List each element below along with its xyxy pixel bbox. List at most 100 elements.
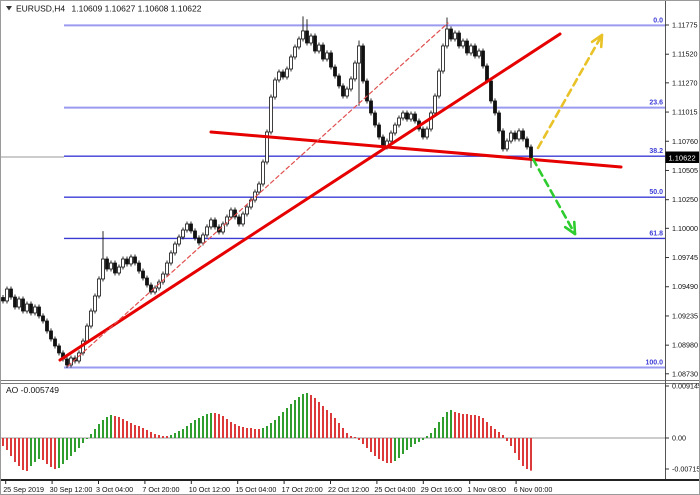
ao-bar <box>430 433 432 438</box>
ao-bar <box>382 438 384 462</box>
candle-body <box>181 229 185 238</box>
candle-body <box>473 45 477 57</box>
candle-body <box>397 117 401 126</box>
candle-body <box>205 226 209 236</box>
price-tick-label: 1.08730 <box>672 369 698 378</box>
ao-bar <box>186 426 188 438</box>
price-tick-label: 1.09745 <box>672 253 698 262</box>
projection-down-arrow-head[interactable] <box>563 225 577 236</box>
candle-body <box>277 71 281 81</box>
ao-bar <box>490 426 492 438</box>
ao-bar <box>122 419 124 438</box>
ao-axis-label: -0.007156 <box>672 465 700 474</box>
ao-bar <box>38 438 40 460</box>
projection-up-arrow[interactable] <box>536 33 604 150</box>
candle-body <box>461 40 465 47</box>
resistance-trendline[interactable] <box>209 130 623 169</box>
ao-bar <box>326 409 328 438</box>
candle-body <box>361 45 365 82</box>
candle-body <box>273 79 277 98</box>
candle-body <box>521 130 525 140</box>
fibonacci-levels[interactable]: 0.0 23.6 38.2 50.0 61.8 100.0 <box>64 17 665 369</box>
ao-bar <box>66 438 68 460</box>
ao-bar <box>282 411 284 438</box>
ao-bar <box>414 438 416 445</box>
ao-bar <box>514 438 516 453</box>
time-tick-label: 7 Oct 20:00 <box>142 485 179 494</box>
ao-bar <box>46 438 48 465</box>
candle-body <box>389 132 393 142</box>
candle-body <box>325 52 329 60</box>
projection-up-arrow-head[interactable] <box>599 33 604 49</box>
candle-body <box>493 100 497 114</box>
candle-body <box>109 262 113 270</box>
time-tick-label: 30 Sep 12:00 <box>50 485 93 494</box>
candle-body <box>305 30 309 44</box>
ao-bar <box>222 416 224 438</box>
time-tick-label: 6 Nov 00:00 <box>514 485 553 494</box>
candle-body <box>517 130 521 140</box>
ao-bar <box>206 414 208 438</box>
ao-bar <box>110 414 112 438</box>
candle-body <box>301 30 305 40</box>
candle-body <box>213 219 217 228</box>
candle-body <box>1 297 5 302</box>
ao-bar <box>298 396 300 438</box>
ao-bar <box>14 438 16 462</box>
candle-body <box>393 124 397 134</box>
symbol-period-label: EURUSD,H4 <box>16 4 65 14</box>
ao-bar <box>322 406 324 438</box>
support-trendline[interactable] <box>58 32 562 362</box>
ao-bar <box>466 414 468 438</box>
ao-bar <box>330 413 332 438</box>
ao-bar <box>138 426 140 438</box>
candle-body <box>133 256 137 264</box>
projection-up-arrow-head[interactable] <box>590 33 604 44</box>
ao-bar <box>366 438 368 448</box>
price-axis[interactable]: 1.11775 1.11520 1.11270 1.11015 1.10760 1.105… <box>665 21 698 379</box>
ao-bar <box>266 426 268 438</box>
projection-down-arrow[interactable] <box>531 157 577 236</box>
price-tick-label: 1.10000 <box>672 224 698 233</box>
ao-bar <box>474 414 476 438</box>
indicator-name-label: AO -0.005749 <box>6 385 59 395</box>
ao-bar <box>258 429 260 438</box>
ao-bar <box>126 421 128 438</box>
projection-down-arrow-head[interactable] <box>572 220 577 236</box>
ao-bar <box>22 438 24 470</box>
candle-body <box>373 112 377 126</box>
ao-axis-label: 0.009145 <box>672 382 700 391</box>
ao-bar <box>314 398 316 438</box>
candle-body <box>445 28 449 47</box>
ao-bar <box>338 423 340 438</box>
ao-bar <box>306 393 308 438</box>
ao-bar <box>362 438 364 445</box>
candle-body <box>409 113 413 120</box>
ao-bar <box>398 438 400 458</box>
candle-body <box>525 138 529 148</box>
candle-body <box>469 45 473 54</box>
ao-bar <box>198 418 200 438</box>
ao-bar <box>78 438 80 448</box>
candle-body <box>465 40 469 54</box>
time-axis[interactable]: 25 Sep 2019 30 Sep 12:00 3 Oct 04:00 7 Oct … <box>3 479 552 494</box>
fib-diagonal-dashed-line[interactable] <box>67 22 449 367</box>
ao-bar <box>142 428 144 438</box>
candle-body <box>353 62 357 80</box>
candle-body <box>21 298 25 312</box>
candle-body <box>309 35 313 44</box>
trendline-drawings[interactable] <box>58 22 623 367</box>
ao-bar <box>158 434 160 438</box>
ao-bar <box>370 438 372 452</box>
ao-bar <box>506 438 508 442</box>
ao-bar <box>94 429 96 438</box>
ao-bar <box>418 438 420 442</box>
candle-body <box>117 266 121 274</box>
candle-body <box>33 306 37 314</box>
time-tick-label: 25 Sep 2019 <box>3 485 44 494</box>
candle-body <box>121 258 125 268</box>
triangle-down-icon[interactable] <box>6 6 12 11</box>
ao-bar <box>478 416 480 438</box>
candle-body <box>245 206 249 215</box>
